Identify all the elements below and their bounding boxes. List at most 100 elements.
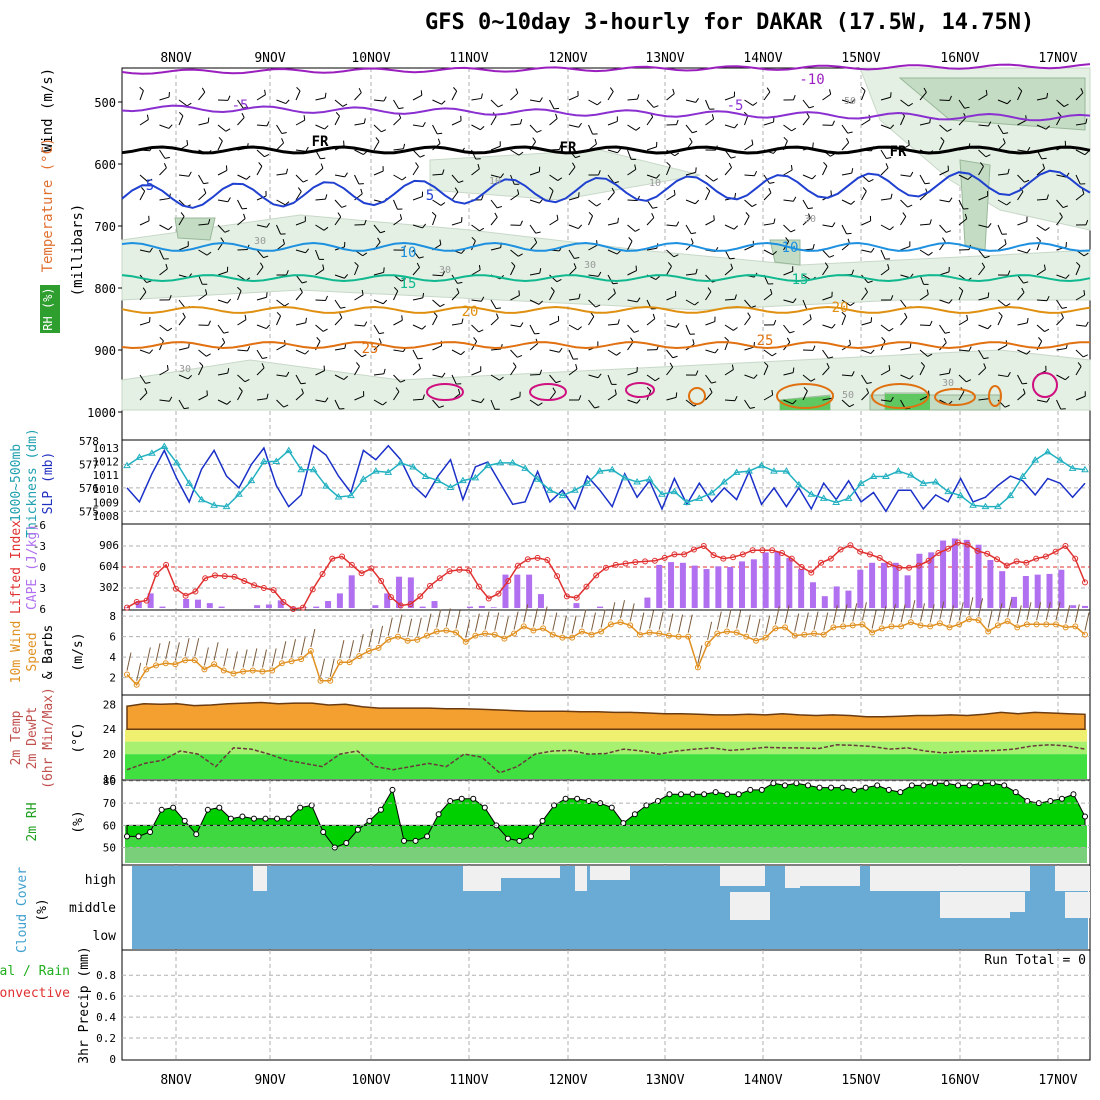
wind-barb-flag (495, 307, 502, 310)
wind-barb-flag (538, 402, 543, 407)
wind-barb-flag (344, 172, 348, 178)
wind10-barb (416, 617, 422, 636)
wind-barb (861, 349, 872, 355)
wind-barb-flag (203, 182, 209, 185)
wind-barb (217, 299, 228, 304)
contour-label: 30 (179, 364, 191, 375)
thickness-ytick: 575 (79, 505, 99, 518)
wind-barb-flag (711, 114, 715, 120)
wind-barb (724, 224, 735, 230)
wind-barb-flag (402, 143, 406, 149)
wind-barb-flag (672, 88, 675, 94)
wind-barb (451, 120, 462, 126)
lifted-index-line-point (446, 568, 453, 575)
wind-barb-flag (636, 399, 641, 404)
day-label-top: 14NOV (743, 51, 782, 66)
wind-barb (744, 245, 754, 251)
rh-band-60 (125, 825, 1087, 848)
wind-barb (646, 217, 655, 226)
rh2m-point (978, 780, 985, 787)
wind-barb-flag (689, 137, 693, 143)
wind-barb (939, 299, 950, 304)
wind-barb (198, 223, 209, 226)
lifted-index-line-point (290, 606, 297, 612)
lifted-index-line-point (954, 539, 961, 546)
slp-line-point (583, 479, 592, 486)
rh2m-point (504, 835, 511, 842)
wind10-line-point (317, 677, 324, 684)
wind10-line-point (423, 632, 430, 639)
wind-barb (354, 149, 364, 155)
wind-barb-flag (598, 170, 601, 176)
wind-barb (412, 149, 421, 158)
wind10-barb (532, 608, 538, 627)
wind-barb-flag (862, 187, 867, 192)
wind-barb (432, 199, 442, 206)
lifted-index-line-point (622, 560, 629, 567)
wind10-barb (203, 647, 209, 666)
slp-line-point (1068, 464, 1077, 471)
wind-barb-flag (653, 105, 659, 108)
slp-line-point (695, 494, 704, 501)
wind10-line-point (472, 632, 479, 639)
rh2m-point (897, 789, 904, 796)
wind10-line-point (414, 636, 421, 643)
isotherm (121, 274, 1091, 283)
wind10-barb (358, 633, 364, 653)
wind10-line-point (617, 619, 624, 626)
wind-barb-flag (923, 87, 927, 93)
wind-barb-flag (437, 138, 441, 144)
wind-barb-flag (559, 144, 562, 150)
wind-barb (666, 165, 671, 176)
wind-barb (841, 315, 847, 326)
wind-barb-flag (1004, 239, 1007, 245)
cape-bar (372, 605, 379, 608)
wind-barb-flag (341, 205, 347, 208)
wind-barb (490, 99, 499, 108)
wind-barb (685, 124, 693, 134)
wind-barb-flag (553, 107, 560, 110)
precip-ytick: 0.6 (96, 990, 116, 1003)
wind-barb-flag (1007, 168, 1010, 174)
lifted-index-line-point (378, 578, 385, 584)
lifted-index-line-point (1023, 559, 1030, 566)
day-label-bottom: 8NOV (160, 1073, 191, 1088)
wind10-barb (503, 616, 509, 635)
slp-line-point (434, 476, 442, 484)
wind10-barb (881, 606, 887, 625)
wind-barb-flag (612, 282, 618, 285)
wind-barb (315, 268, 325, 276)
wind-barb-flag (789, 330, 795, 334)
wind-barb (412, 166, 419, 176)
wind-barb (315, 124, 325, 130)
wind10-line-point (153, 662, 160, 669)
wind10-barb (997, 603, 1003, 622)
wind-barb-flag (946, 230, 952, 233)
wind-barb-flag (924, 182, 930, 185)
wind-barb-flag (539, 198, 544, 204)
cape-bar (880, 562, 887, 608)
wind-barb (822, 165, 828, 176)
lifted-index-line-point (778, 550, 785, 556)
wind-barb (958, 290, 964, 301)
wind-barb (237, 199, 243, 210)
wind-barb-flag (168, 226, 173, 231)
upper-ytick: 500 (94, 96, 116, 110)
wind-barb-flag (276, 311, 281, 317)
wind-barb-flag (227, 95, 231, 101)
wind-barb (490, 199, 498, 209)
wind10-barb (668, 613, 674, 632)
wind-barb-flag (870, 349, 875, 354)
wind-barb (646, 247, 657, 251)
contour-label: 10 (782, 240, 799, 256)
wind-barb (276, 399, 284, 408)
cape-bar (739, 561, 746, 608)
wind-barb-flag (672, 355, 678, 359)
wind-barb-flag (983, 363, 987, 369)
wind-barb (490, 174, 501, 179)
lifted-index-line-point (163, 561, 170, 568)
slp-line-point (546, 486, 554, 493)
wind-barb-flag (673, 189, 676, 195)
wind10-line-point (1072, 623, 1079, 630)
wind10-line-point (907, 619, 914, 626)
